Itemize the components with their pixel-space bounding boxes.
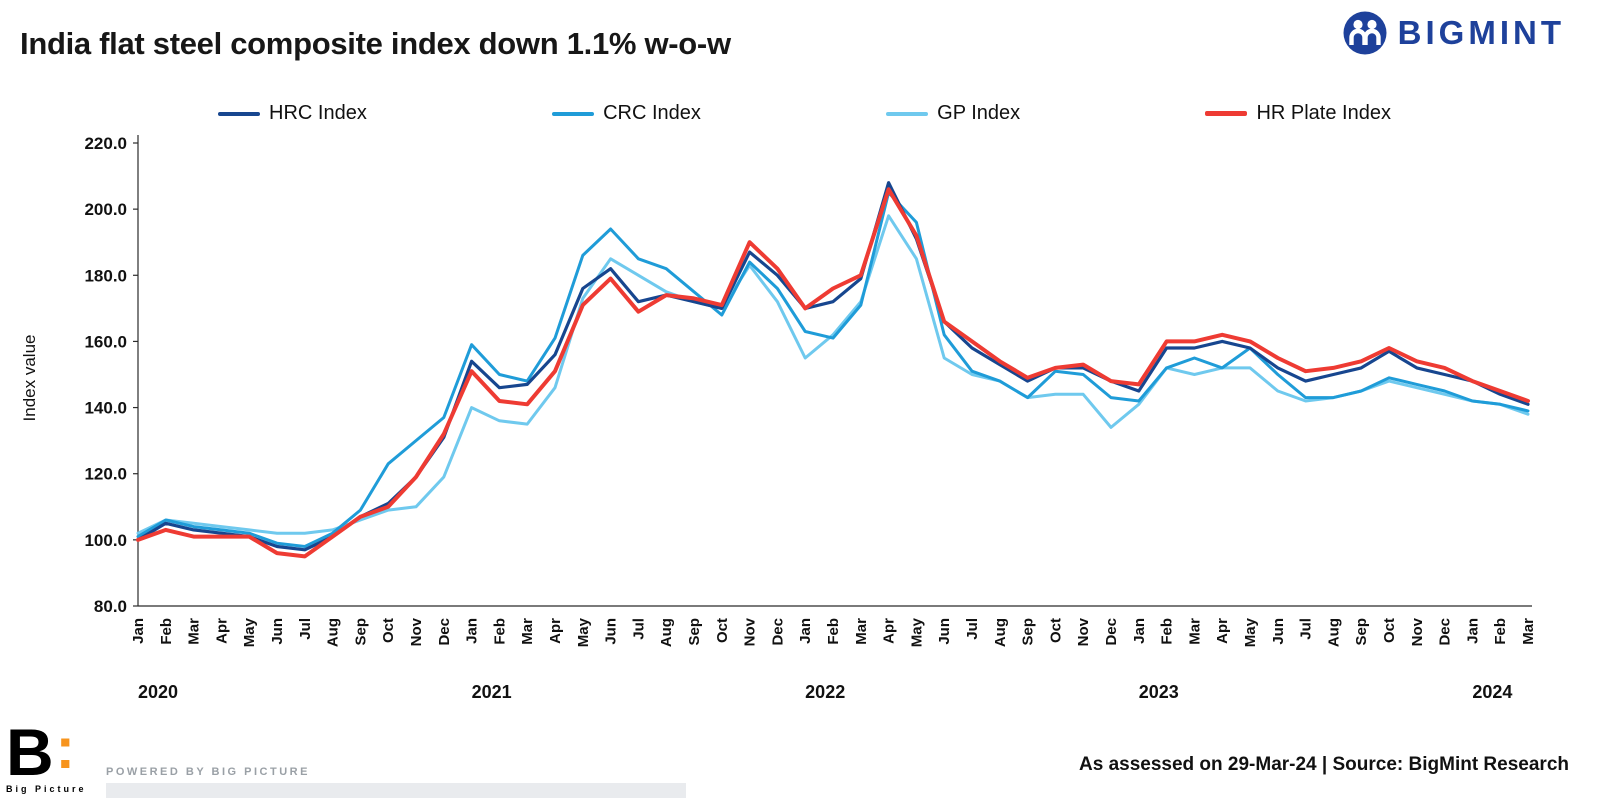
legend-swatch (886, 111, 929, 116)
x-tick-label: Jan (797, 618, 814, 644)
x-tick-label: Apr (881, 618, 898, 644)
bigmint-wordmark: BIGMINT (1397, 14, 1565, 51)
x-tick-label: Jul (1298, 618, 1315, 640)
x-tick-label: Nov (408, 617, 425, 646)
powered-by-text: POWERED BY BIG PICTURE (106, 766, 310, 778)
x-tick-label: Jul (630, 618, 647, 640)
x-tick-label: Mar (1520, 618, 1537, 645)
legend-item-crc-index: CRC Index (552, 102, 701, 125)
y-tick-label: 160.0 (84, 332, 127, 351)
legend-label: HRC Index (269, 102, 367, 124)
legend-label: HR Plate Index (1256, 102, 1391, 124)
x-tick-label: Dec (1103, 618, 1120, 646)
x-tick-label: Feb (158, 618, 175, 645)
x-tick-label: Oct (380, 618, 397, 643)
x-tick-label: Sep (1353, 618, 1370, 646)
chart-legend: HRC Index CRC Index GP Index HR Plate In… (218, 102, 1391, 125)
year-label: 2020 (138, 682, 178, 702)
x-tick-label: Aug (992, 618, 1009, 647)
x-tick-label: Aug (325, 618, 342, 647)
legend-item-hr-plate-index: HR Plate Index (1205, 102, 1391, 125)
x-tick-label: Jul (964, 618, 981, 640)
x-tick-label: Mar (186, 618, 203, 645)
x-tick-label: Sep (352, 618, 369, 646)
year-label: 2024 (1472, 682, 1512, 702)
x-tick-label: Feb (1159, 618, 1176, 645)
x-tick-label: Apr (213, 618, 230, 644)
x-tick-label: Apr (547, 618, 564, 644)
legend-swatch (218, 111, 260, 116)
page-title: India flat steel composite index down 1.… (20, 26, 731, 61)
big-picture-mark: B : (6, 714, 98, 789)
y-tick-label: 200.0 (84, 200, 127, 219)
x-tick-label: Jun (936, 618, 953, 645)
big-picture-logo: B : Big Picture (6, 714, 98, 794)
y-tick-label: 180.0 (84, 266, 127, 285)
series-line-crc-index (136, 191, 1530, 548)
x-tick-label: Jan (464, 618, 481, 644)
big-picture-label: Big Picture (6, 784, 87, 794)
y-tick-label: 220.0 (84, 134, 127, 153)
y-tick-label: 140.0 (84, 399, 127, 418)
year-label: 2021 (472, 682, 512, 702)
x-tick-label: Jul (297, 618, 314, 640)
x-tick-label: Feb (491, 618, 508, 645)
legend-item-gp-index: GP Index (886, 102, 1020, 125)
legend-swatch (552, 111, 595, 116)
x-tick-label: Oct (1381, 618, 1398, 643)
x-tick-label: May (1242, 617, 1259, 647)
x-tick-label: Nov (1075, 617, 1092, 646)
x-tick-label: Jun (269, 618, 286, 645)
x-tick-label: Jan (1464, 618, 1481, 644)
chart-canvas: 80.0 100.0 120.0 140.0 160.0 180.0 200.0 220.0 J… (84, 134, 1537, 702)
legend-label: GP Index (937, 102, 1021, 124)
legend-item-hrc-index: HRC Index (218, 102, 367, 125)
source-note: As assessed on 29-Mar-24 | Source: BigMi… (1079, 754, 1569, 775)
y-tick-label: 120.0 (84, 465, 127, 484)
x-tick-label: Feb (1492, 618, 1509, 645)
x-tick-label: Dec (769, 618, 786, 646)
x-tick-label: May (908, 617, 925, 647)
big-picture-b: B (6, 714, 54, 789)
legend-label: CRC Index (603, 102, 701, 124)
bigmint-icon (1343, 11, 1387, 55)
footer-bar (106, 783, 686, 798)
x-tick-label: Mar (519, 618, 536, 645)
year-label: 2023 (1139, 682, 1179, 702)
legend-swatch (1205, 111, 1248, 116)
series-line-hr-plate-index (136, 187, 1530, 559)
x-tick-label: Dec (1437, 618, 1454, 646)
x-tick-label: Mar (853, 618, 870, 645)
x-tick-label: Jan (1131, 618, 1148, 644)
x-tick-label: Mar (1186, 618, 1203, 645)
year-label: 2022 (805, 682, 845, 702)
x-tick-label: Oct (714, 618, 731, 643)
x-tick-label: Dec (436, 618, 453, 646)
x-tick-label: Sep (1020, 618, 1037, 646)
x-tick-label: Nov (742, 617, 759, 646)
x-tick-label: Aug (658, 618, 675, 647)
bigmint-logo: BIGMINT (1342, 10, 1565, 56)
x-tick-label: Nov (1409, 617, 1426, 646)
big-picture-colon: : (55, 715, 75, 781)
x-tick-label: May (241, 617, 258, 647)
x-tick-label: Aug (1325, 618, 1342, 647)
x-tick-label: Jan (130, 618, 147, 644)
x-tick-label: Apr (1214, 618, 1231, 644)
x-tick-label: Oct (1047, 618, 1064, 643)
y-tick-label: 100.0 (84, 531, 127, 550)
x-tick-label: Jun (1270, 618, 1287, 645)
series-line-hrc-index (136, 181, 1530, 552)
x-tick-label: Feb (825, 618, 842, 645)
x-tick-label: Sep (686, 618, 703, 646)
y-tick-label: 80.0 (94, 597, 127, 616)
series-line-gp-index (136, 214, 1530, 535)
x-tick-label: May (575, 617, 592, 647)
x-tick-label: Jun (603, 618, 620, 645)
